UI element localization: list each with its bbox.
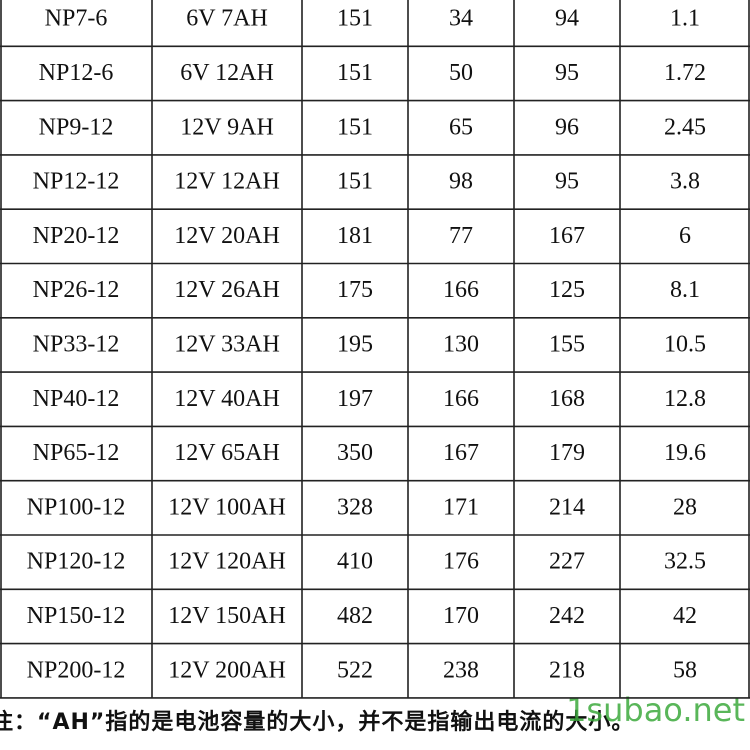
table-cell: 12V 150AH	[168, 603, 286, 629]
table-cell: 12V 100AH	[168, 494, 286, 520]
table-cell: 181	[337, 223, 373, 249]
table-cell: 19.6	[664, 440, 706, 466]
table-cell: 482	[337, 603, 373, 629]
table-cell: 6V 12AH	[180, 60, 274, 86]
table-cell: 6	[679, 223, 691, 249]
table-cell: 12.8	[664, 386, 706, 412]
table-cell: 179	[549, 440, 585, 466]
table-cell: 58	[673, 657, 697, 683]
table-cell: 167	[443, 440, 479, 466]
table-cell: 1.1	[670, 6, 700, 32]
table-cell: 6V 7AH	[186, 6, 268, 32]
table-cell: 12V 9AH	[180, 114, 274, 140]
table-cell: 34	[449, 6, 473, 32]
table-cell: 12V 12AH	[174, 169, 280, 195]
table-cell: 10.5	[664, 331, 706, 357]
table-cell: 2.45	[664, 114, 706, 140]
table-cell: 151	[337, 6, 373, 32]
table-cell: NP150-12	[27, 603, 126, 629]
table-cell: 328	[337, 494, 373, 520]
table-cell: 12V 120AH	[168, 549, 286, 575]
table-cell: 175	[337, 277, 373, 303]
table-cell: 12V 40AH	[174, 386, 280, 412]
table-cell: 12V 33AH	[174, 331, 280, 357]
table-cell: 151	[337, 114, 373, 140]
table-cell: 12V 20AH	[174, 223, 280, 249]
table-cell: 522	[337, 657, 373, 683]
table-cell: 410	[337, 549, 373, 575]
table-cell: 166	[443, 386, 479, 412]
table-cell: 227	[549, 549, 585, 575]
table-cell: NP200-12	[27, 657, 126, 683]
table-cell: 8.1	[670, 277, 700, 303]
table-cell: 218	[549, 657, 585, 683]
table-cell: 32.5	[664, 549, 706, 575]
table-cell: NP100-12	[27, 494, 126, 520]
watermark: 1subao.net	[566, 691, 745, 729]
table-cell: 167	[549, 223, 585, 249]
table-cell: NP65-12	[33, 440, 120, 466]
table-cell: 130	[443, 331, 479, 357]
table-cell: 238	[443, 657, 479, 683]
table-cell: 350	[337, 440, 373, 466]
table-cell: 242	[549, 603, 585, 629]
table-cell: 12V 200AH	[168, 657, 286, 683]
table-cell: 3.8	[670, 169, 700, 195]
table-cell: 151	[337, 169, 373, 195]
table-cell: NP40-12	[33, 386, 120, 412]
table-cell: 42	[673, 603, 697, 629]
table-cell: 168	[549, 386, 585, 412]
table-cell: 94	[555, 6, 579, 32]
table-cell: NP33-12	[33, 331, 120, 357]
table-cell: NP20-12	[33, 223, 120, 249]
table-cell: 1.72	[664, 60, 706, 86]
table-cell: NP120-12	[27, 549, 126, 575]
footnote: 注：“AH”指的是电池容量的大小，并不是指输出电流的大小。	[0, 709, 634, 735]
table-cell: 197	[337, 386, 373, 412]
table-cell: 171	[443, 494, 479, 520]
table-cell: 98	[449, 169, 473, 195]
table-cell: 28	[673, 494, 697, 520]
table-cell: 95	[555, 60, 579, 86]
table-cell: NP9-12	[39, 114, 114, 140]
table-cell: NP26-12	[33, 277, 120, 303]
table-cell: 12V 65AH	[174, 440, 280, 466]
table-cell: 50	[449, 60, 473, 86]
table-cell: 77	[449, 223, 473, 249]
table-cell: 95	[555, 169, 579, 195]
table-cell: 65	[449, 114, 473, 140]
table-cell: 12V 26AH	[174, 277, 280, 303]
table-cell: 151	[337, 60, 373, 86]
table-cell: NP12-12	[33, 169, 120, 195]
table-cell: 166	[443, 277, 479, 303]
table-cell: 155	[549, 331, 585, 357]
table-cell: 195	[337, 331, 373, 357]
table-cell: NP12-6	[39, 60, 114, 86]
table-cell: NP7-6	[45, 6, 108, 32]
table-cell: 125	[549, 277, 585, 303]
table-cell: 214	[549, 494, 585, 520]
table-cell: 170	[443, 603, 479, 629]
table-cell: 176	[443, 549, 479, 575]
table-cell: 96	[555, 114, 579, 140]
